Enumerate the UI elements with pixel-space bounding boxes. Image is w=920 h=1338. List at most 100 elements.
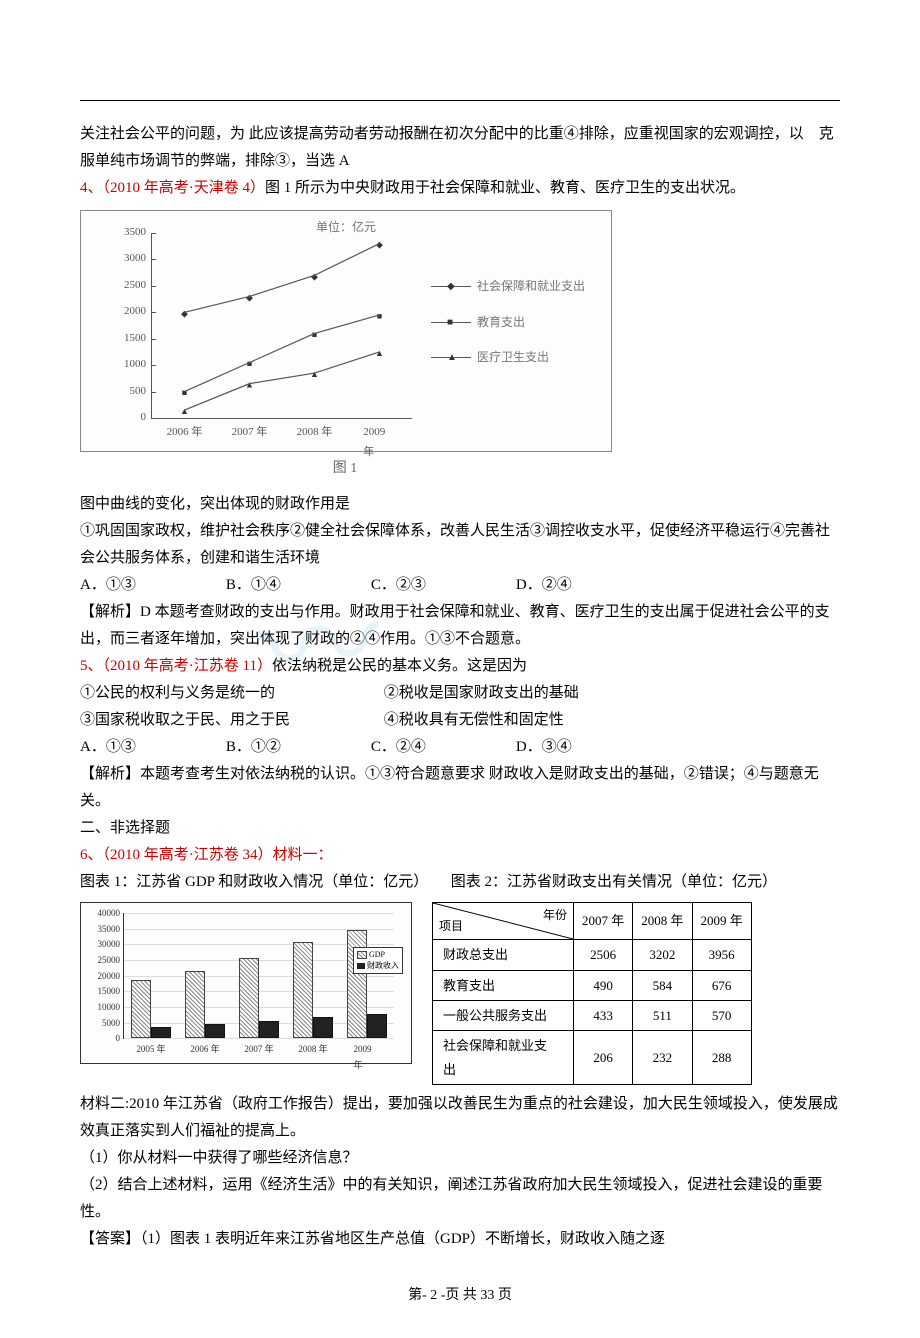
q4-stem: 图中曲线的变化，突出体现的财政作用是	[80, 491, 840, 518]
bar-legend-gdp: GDP	[369, 950, 385, 960]
legend-item: ▲ 医疗卫生支出	[431, 347, 585, 369]
table-row: 社会保障和就业支出206232288	[433, 1031, 752, 1085]
q4-number: 4、	[80, 180, 103, 196]
table-cell: 490	[574, 970, 633, 1000]
y-axis-label: 2500	[124, 276, 146, 296]
q5-choices: A．①③ B．①② C．②④ D．③④	[80, 734, 840, 761]
q4-text: 图 1 所示为中央财政用于社会保障和就业、教育、医疗卫生的支出状况。	[265, 180, 745, 196]
legend-item: ■ 教育支出	[431, 312, 585, 334]
chart-caption: 图 1	[80, 456, 610, 481]
q6-answer: 【答案】（1）图表 1 表明近年来江苏省地区生产总值（GDP）不断增长，财政收入…	[80, 1226, 840, 1253]
table-cell: 206	[574, 1031, 633, 1085]
choice-c: C．②③	[371, 572, 426, 599]
row-label: 社会保障和就业支出	[433, 1031, 574, 1085]
q5-analysis: 【解析】本题考查考生对依法纳税的认识。①③符合题意要求 财政收入是财政支出的基础…	[80, 761, 840, 815]
x-axis-label: 2006 年	[190, 1041, 219, 1057]
chart-legend: ◆ 社会保障和就业支出 ■ 教育支出 ▲ 医疗卫生支出	[431, 276, 585, 383]
x-axis-label: 2009 年	[354, 1041, 381, 1073]
page-footer: 第- 2 -页 共 33 页	[80, 1283, 840, 1308]
legend-label: 社会保障和就业支出	[477, 276, 585, 298]
q5-head: 5、（2010 年高考·江苏卷 11）依法纳税是公民的基本义务。这是因为	[80, 653, 840, 680]
table-row: 财政总支出250632023956	[433, 940, 752, 970]
y-axis-label: 3500	[124, 223, 146, 243]
q6-sub1: （1）你从材料一中获得了哪些经济信息？	[80, 1145, 840, 1172]
y-axis-label: 5000	[102, 1014, 120, 1030]
y-axis-label: 25000	[98, 952, 121, 968]
row-label: 教育支出	[433, 970, 574, 1000]
q5-text: 依法纳税是公民的基本义务。这是因为	[272, 658, 527, 674]
y-axis-label: 3000	[124, 250, 146, 270]
y-axis-label: 40000	[98, 905, 121, 921]
page: 〰 关注社会公平的问题，为 此应该提高劳动者劳动报酬在初次分配中的比重④排除，应…	[0, 0, 920, 1338]
table-header-row: 年份 项目 2007 年 2008 年 2009 年	[433, 903, 752, 940]
q4-analysis: 【解析】D 本题考查财政的支出与作用。财政用于社会保障和就业、教育、医疗卫生的支…	[80, 599, 840, 653]
q6-bar-chart: 0500010000150002000025000300003500040000…	[80, 902, 412, 1064]
table-cell: 584	[633, 970, 692, 1000]
choice-b: B．①④	[226, 572, 281, 599]
x-axis-label: 2007 年	[232, 423, 268, 443]
legend-label: 教育支出	[477, 312, 525, 334]
table-cell: 570	[692, 1000, 751, 1030]
svg-text:■: ■	[182, 388, 187, 398]
table-cell: 676	[692, 970, 751, 1000]
q6-sub2: （2）结合上述材料，运用《经济生活》中的有关知识，阐述江苏省政府加大民生领域投入…	[80, 1172, 840, 1226]
choice-a: A．①③	[80, 734, 136, 761]
q5-row2: ③国家税收取之于民、用之于民 ④税收具有无偿性和固定性	[80, 707, 840, 734]
svg-text:▲: ▲	[180, 406, 189, 416]
q4-cite: （2010 年高考·天津卷 4）	[103, 180, 266, 196]
y-axis-label: 35000	[98, 921, 121, 937]
x-axis-label: 2007 年	[244, 1041, 273, 1057]
q5-number: 5、	[80, 658, 103, 674]
svg-text:◆: ◆	[181, 308, 188, 318]
q6-charts-row: 0500010000150002000025000300003500040000…	[80, 902, 840, 1085]
y-axis-label: 0	[116, 1030, 121, 1046]
table-row: 一般公共服务支出433511570	[433, 1000, 752, 1030]
y-axis-label: 0	[141, 408, 147, 428]
table-cell: 288	[692, 1031, 751, 1085]
choice-d: D．②④	[516, 572, 572, 599]
x-axis-label: 2005 年	[136, 1041, 165, 1057]
table-cell: 232	[633, 1031, 692, 1085]
choice-d: D．③④	[516, 734, 572, 761]
table-cell: 3202	[633, 940, 692, 970]
bar-legend-fin: 财政收入	[367, 961, 399, 971]
q6-caption2: 图表 2：江苏省财政支出有关情况（单位：亿元）	[451, 874, 777, 890]
choice-c: C．②④	[371, 734, 426, 761]
legend-item: ◆ 社会保障和就业支出	[431, 276, 585, 298]
col-2007: 2007 年	[574, 903, 633, 940]
choice-b: B．①②	[226, 734, 281, 761]
table-cell: 511	[633, 1000, 692, 1030]
q4-head: 4、（2010 年高考·天津卷 4）图 1 所示为中央财政用于社会保障和就业、教…	[80, 175, 840, 202]
q6-material2: 材料二:2010 年江苏省（政府工作报告）提出，要加强以改善民生为重点的社会建设…	[80, 1091, 840, 1145]
q6-captions: 图表 1：江苏省 GDP 和财政收入情况（单位：亿元） 图表 2：江苏省财政支出…	[80, 869, 840, 896]
bar-plot-area: 0500010000150002000025000300003500040000…	[123, 913, 394, 1039]
q5-opt4: ④税收具有无偿性和固定性	[384, 712, 564, 728]
y-axis-label: 500	[130, 382, 147, 402]
q5-opt3: ③国家税收取之于民、用之于民	[80, 707, 380, 734]
q6-number: 6、	[80, 847, 103, 863]
y-axis-label: 15000	[98, 983, 121, 999]
q4-line-chart: 单位：亿元 05001000150020002500300035002006 年…	[80, 210, 612, 452]
q4-choices: A．①③ B．①④ C．②③ D．②④	[80, 572, 840, 599]
table-cell: 3956	[692, 940, 751, 970]
row-label: 一般公共服务支出	[433, 1000, 574, 1030]
intro-paragraph: 关注社会公平的问题，为 此应该提高劳动者劳动报酬在初次分配中的比重④排除，应重视…	[80, 121, 840, 175]
y-axis-label: 10000	[98, 999, 121, 1015]
x-axis-label: 2008 年	[297, 423, 333, 443]
table-cell: 433	[574, 1000, 633, 1030]
row-label: 财政总支出	[433, 940, 574, 970]
q6-mat1: 材料一：	[273, 847, 333, 863]
table-cell: 2506	[574, 940, 633, 970]
q4-options-line: ①巩固国家政权，维护社会秩序②健全社会保障体系，改善人民生活③调控收支水平，促使…	[80, 518, 840, 572]
q6-cite: （2010 年高考·江苏卷 34）	[103, 847, 273, 863]
x-axis-label: 2006 年	[167, 423, 203, 443]
q6-data-table: 年份 项目 2007 年 2008 年 2009 年 财政总支出25063202…	[432, 902, 752, 1085]
col-2008: 2008 年	[633, 903, 692, 940]
section-2-heading: 二、非选择题	[80, 815, 840, 842]
diag-top-label: 年份	[543, 905, 567, 927]
diag-header: 年份 项目	[433, 903, 574, 940]
y-axis-label: 1500	[124, 329, 146, 349]
choice-a: A．①③	[80, 572, 136, 599]
x-axis-label: 2009 年	[363, 423, 396, 463]
diag-bot-label: 项目	[439, 916, 463, 938]
